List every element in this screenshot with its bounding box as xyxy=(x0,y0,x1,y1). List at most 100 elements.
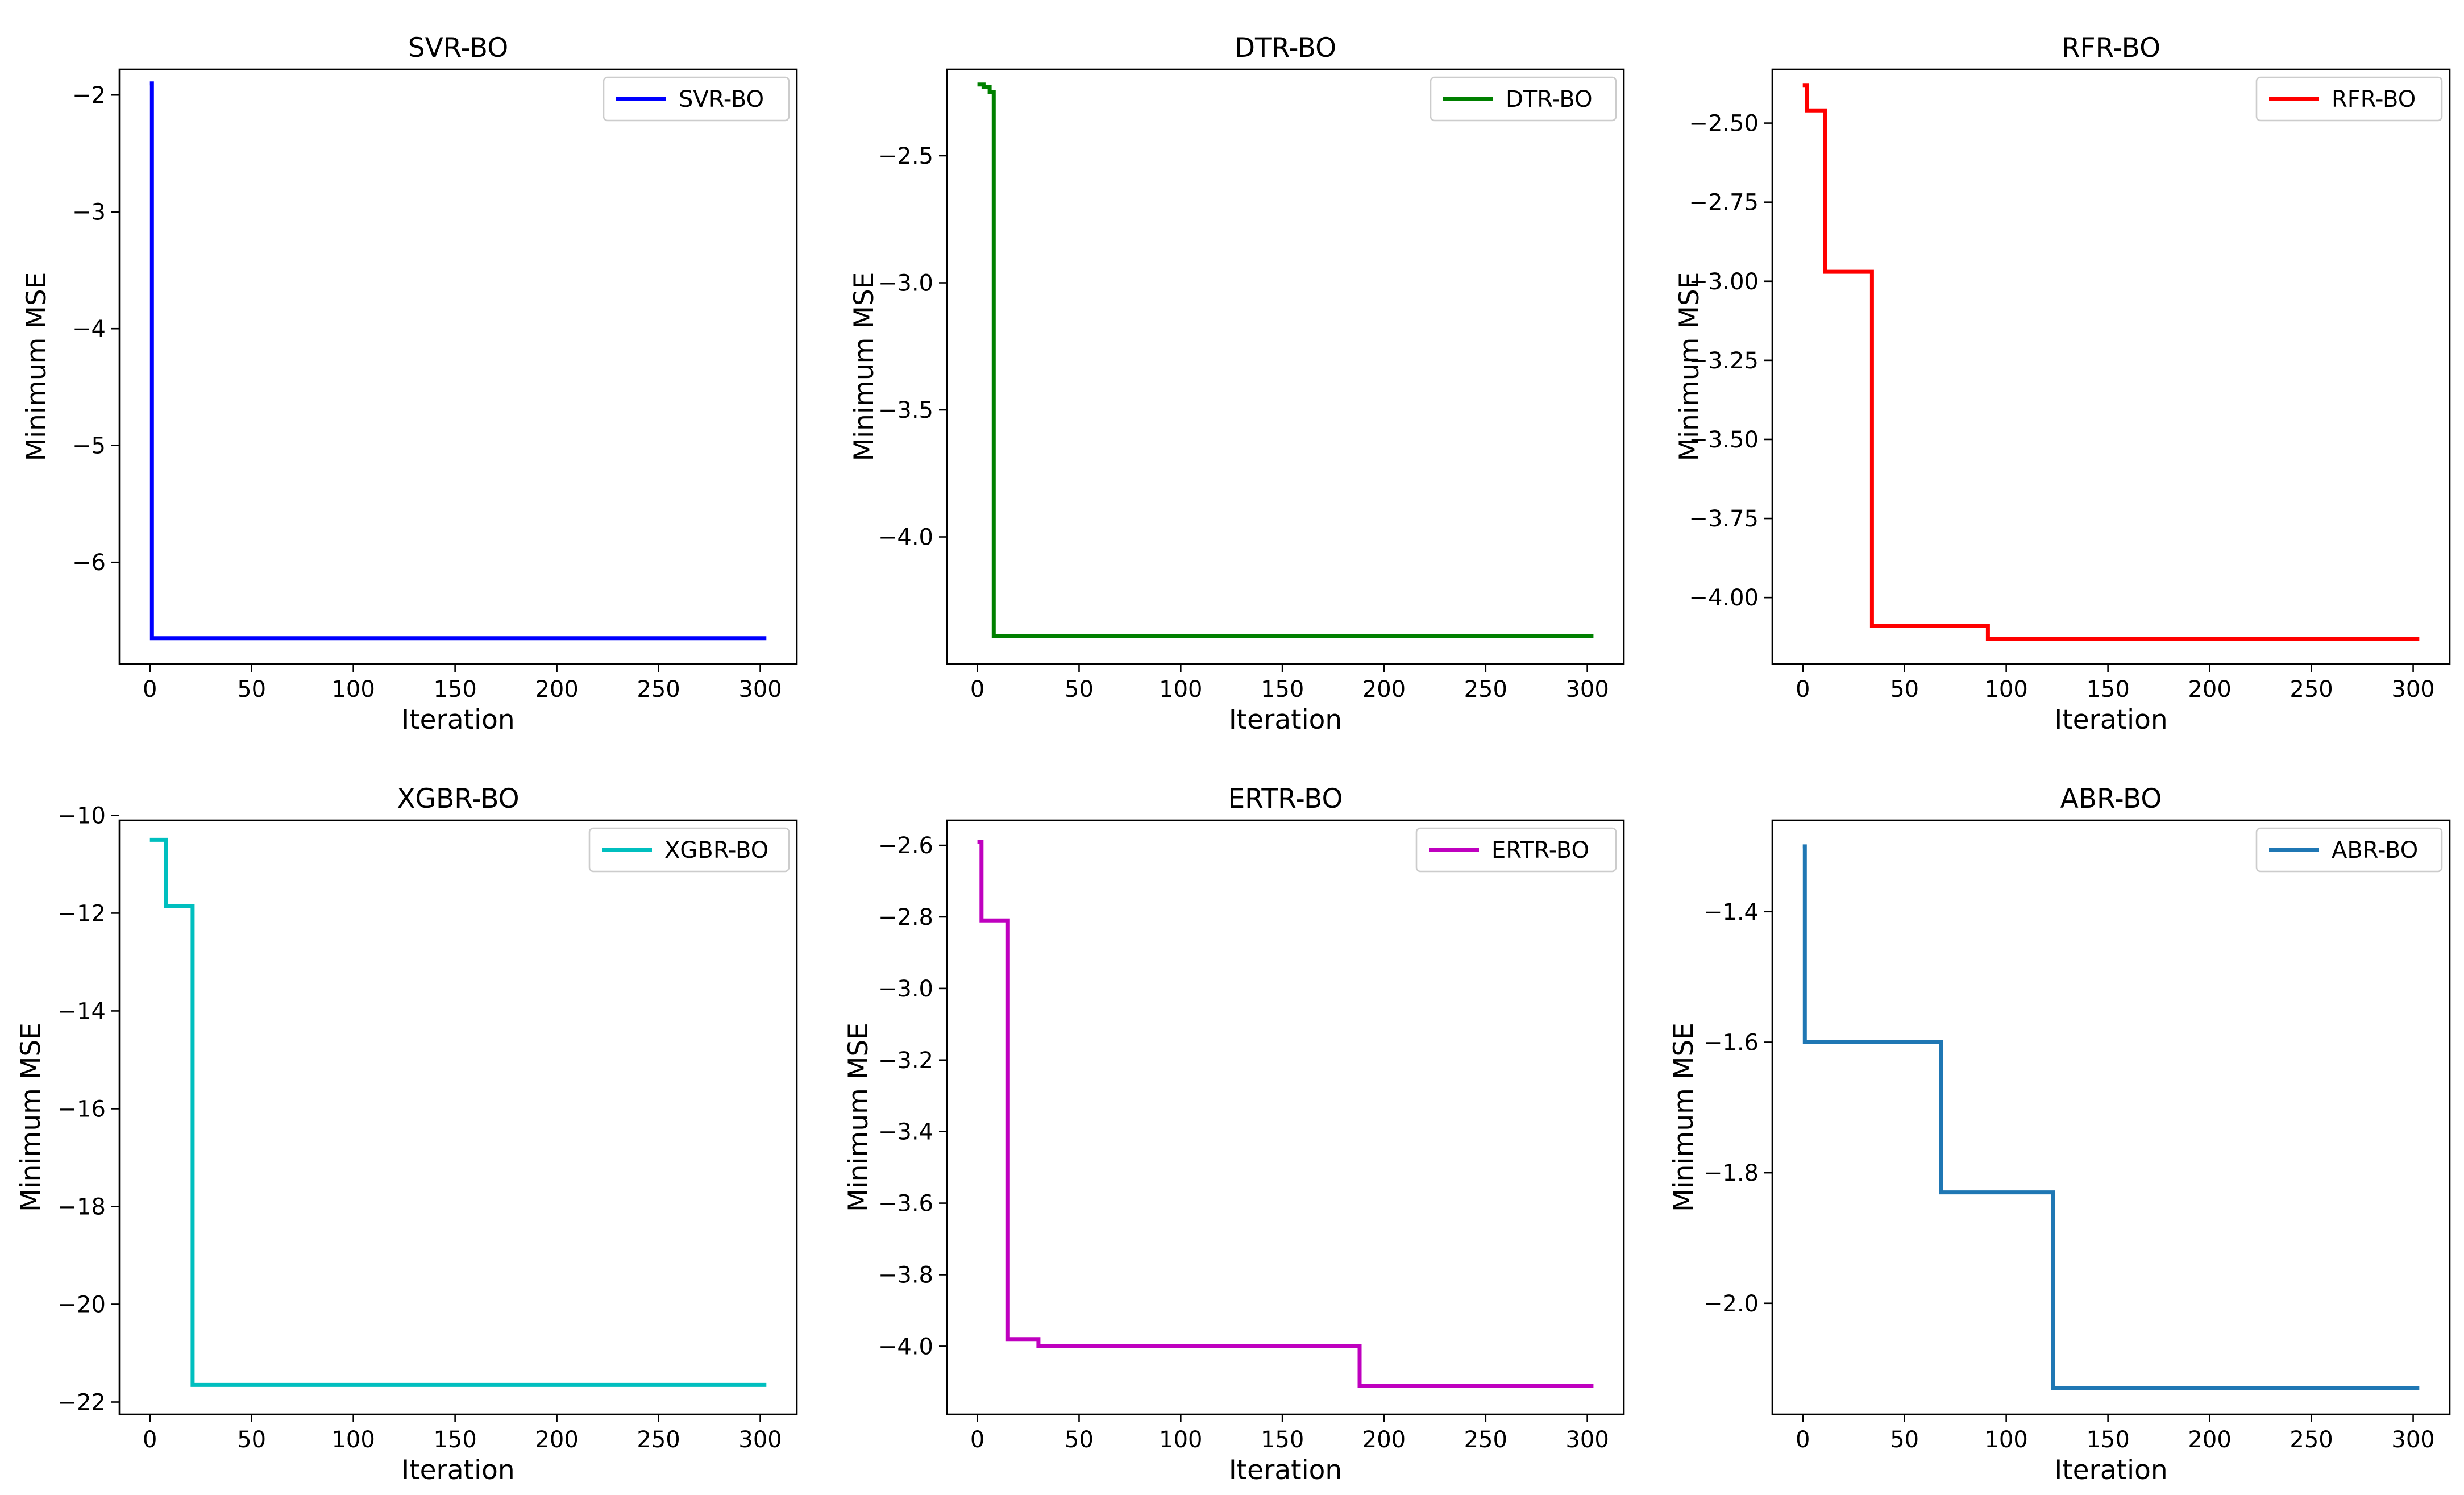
y-tick-label: −2.5 xyxy=(878,143,933,169)
x-axis-label: Iteration xyxy=(401,1455,514,1486)
subplot-3: RFR-BO 0 50 100 150 200 250 300 −4.00 −3.75 −3.50 −… xyxy=(1674,32,2451,736)
x-tick-label: 200 xyxy=(2188,1427,2231,1453)
x-tick-label: 150 xyxy=(433,676,476,703)
subplot-1: SVR-BO 0 50 100 150 200 250 300 −6 −5 −4 −3 −2 Iterat… xyxy=(21,32,798,736)
legend: SVR-BO xyxy=(603,76,790,122)
x-tick-label: 100 xyxy=(1984,1427,2027,1453)
y-tick-label: −3.25 xyxy=(1689,348,1759,374)
y-tick-label: −1.4 xyxy=(1703,899,1759,925)
y-tick-label: −6 xyxy=(72,550,106,576)
y-tick-label: −3.00 xyxy=(1689,269,1759,295)
axes-frame xyxy=(946,819,1625,1415)
y-tick-label: −2.50 xyxy=(1689,111,1759,137)
x-tick-label: 100 xyxy=(331,676,375,703)
axes-frame xyxy=(1771,68,2451,665)
series-line-1 xyxy=(977,840,1594,1388)
y-tick-label: −12 xyxy=(58,900,106,927)
y-tick-label: −2.6 xyxy=(878,833,933,859)
legend-label: RFR-BO xyxy=(2332,86,2416,113)
chart-title: DTR-BO xyxy=(1235,32,1336,64)
y-tick-label: −20 xyxy=(58,1291,106,1318)
y-tick-label: −3.2 xyxy=(878,1048,933,1074)
x-tick-label: 100 xyxy=(1159,1427,1202,1453)
legend-label: SVR-BO xyxy=(679,86,764,113)
x-tick-label: 300 xyxy=(2391,676,2434,703)
y-tick-label: −3.50 xyxy=(1689,427,1759,453)
x-tick-label: 50 xyxy=(237,676,266,703)
y-tick-label: −2.75 xyxy=(1689,190,1759,216)
x-tick-label: 50 xyxy=(1065,676,1094,703)
legend: ERTR-BO xyxy=(1415,827,1617,873)
chart-title: XGBR-BO xyxy=(397,783,519,815)
chart-title: ERTR-BO xyxy=(1228,783,1343,815)
legend-label: DTR-BO xyxy=(1506,86,1593,113)
legend-label: ABR-BO xyxy=(2332,837,2418,863)
axes-frame xyxy=(1771,819,2451,1415)
y-tick-label: −2.8 xyxy=(878,904,933,931)
x-tick-label: 0 xyxy=(970,676,984,703)
y-axis-label: Minimum MSE xyxy=(849,272,880,462)
x-axis-label: Iteration xyxy=(401,704,514,736)
y-tick-label: −18 xyxy=(58,1194,106,1220)
x-tick-label: 300 xyxy=(2391,1427,2434,1453)
y-tick-label: −3.75 xyxy=(1689,506,1759,532)
x-tick-label: 0 xyxy=(970,1427,984,1453)
x-tick-label: 300 xyxy=(738,1427,782,1453)
legend-frame xyxy=(2255,827,2443,873)
y-axis-label: Minimum MSE xyxy=(21,272,52,462)
x-tick-label: 50 xyxy=(1890,676,1919,703)
x-tick-label: 200 xyxy=(535,676,578,703)
x-tick-label: 250 xyxy=(1464,1427,1507,1453)
y-tick-label: −3.8 xyxy=(878,1262,933,1288)
legend-label: XGBR-BO xyxy=(664,837,768,863)
chart-title: RFR-BO xyxy=(2062,32,2160,64)
x-axis-label: Iteration xyxy=(1229,1455,1342,1486)
y-tick-label: −1.8 xyxy=(1703,1160,1759,1186)
y-tick-label: −4.0 xyxy=(878,1334,933,1360)
y-tick-label: −16 xyxy=(58,1096,106,1122)
y-tick-label: −10 xyxy=(58,803,106,829)
x-tick-label: 150 xyxy=(433,1427,476,1453)
x-tick-label: 100 xyxy=(1984,676,2027,703)
y-tick-label: −4.00 xyxy=(1689,585,1759,611)
legend: RFR-BO xyxy=(2255,76,2443,122)
y-tick-label: −5 xyxy=(72,433,106,459)
x-tick-label: 200 xyxy=(1362,1427,1406,1453)
x-tick-label: 300 xyxy=(1565,1427,1609,1453)
x-tick-label: 0 xyxy=(143,676,157,703)
subplot-2: DTR-BO 0 50 100 150 200 250 300 −4.0 −3.5 −3.0 −2.5… xyxy=(849,32,1625,736)
y-axis-label: Minimum MSE xyxy=(1668,1023,1700,1212)
y-axis-label: Minimum MSE xyxy=(843,1023,874,1212)
y-tick-label: −22 xyxy=(58,1389,106,1415)
x-tick-label: 150 xyxy=(2086,676,2129,703)
x-tick-label: 300 xyxy=(738,676,782,703)
x-tick-label: 150 xyxy=(1261,676,1304,703)
x-tick-label: 250 xyxy=(637,676,680,703)
y-tick-label: −3.0 xyxy=(878,270,933,296)
y-tick-label: −14 xyxy=(58,998,106,1024)
x-tick-label: 200 xyxy=(535,1427,578,1453)
y-axis-label: Minimum MSE xyxy=(15,1023,47,1212)
series-line-1 xyxy=(1802,844,2420,1390)
y-tick-label: −4.0 xyxy=(878,524,933,550)
x-tick-label: 200 xyxy=(1362,676,1406,703)
y-tick-label: −2.0 xyxy=(1703,1291,1759,1317)
x-tick-label: 150 xyxy=(1261,1427,1304,1453)
y-tick-label: −3.4 xyxy=(878,1119,933,1145)
subplot-4: XGBR-BO 0 50 100 150 200 250 300 −22 −20 −18 −16 −14… xyxy=(15,783,798,1486)
x-tick-label: 100 xyxy=(331,1427,375,1453)
legend: DTR-BO xyxy=(1430,76,1617,122)
x-axis-label: Iteration xyxy=(1229,704,1342,736)
legend: ABR-BO xyxy=(2255,827,2443,873)
x-tick-label: 50 xyxy=(1065,1427,1094,1453)
x-tick-label: 250 xyxy=(2290,1427,2333,1453)
x-tick-label: 300 xyxy=(1565,676,1609,703)
x-tick-label: 0 xyxy=(143,1427,157,1453)
x-axis-label: Iteration xyxy=(2054,1455,2167,1486)
x-tick-label: 100 xyxy=(1159,676,1202,703)
subplot-6: ABR-BO 0 50 100 150 200 250 300 −2.0 −1.8 −1.6 −1.4… xyxy=(1668,783,2451,1486)
y-tick-label: −1.6 xyxy=(1703,1029,1759,1056)
x-axis-label: Iteration xyxy=(2054,704,2167,736)
y-tick-label: −2 xyxy=(72,82,106,109)
